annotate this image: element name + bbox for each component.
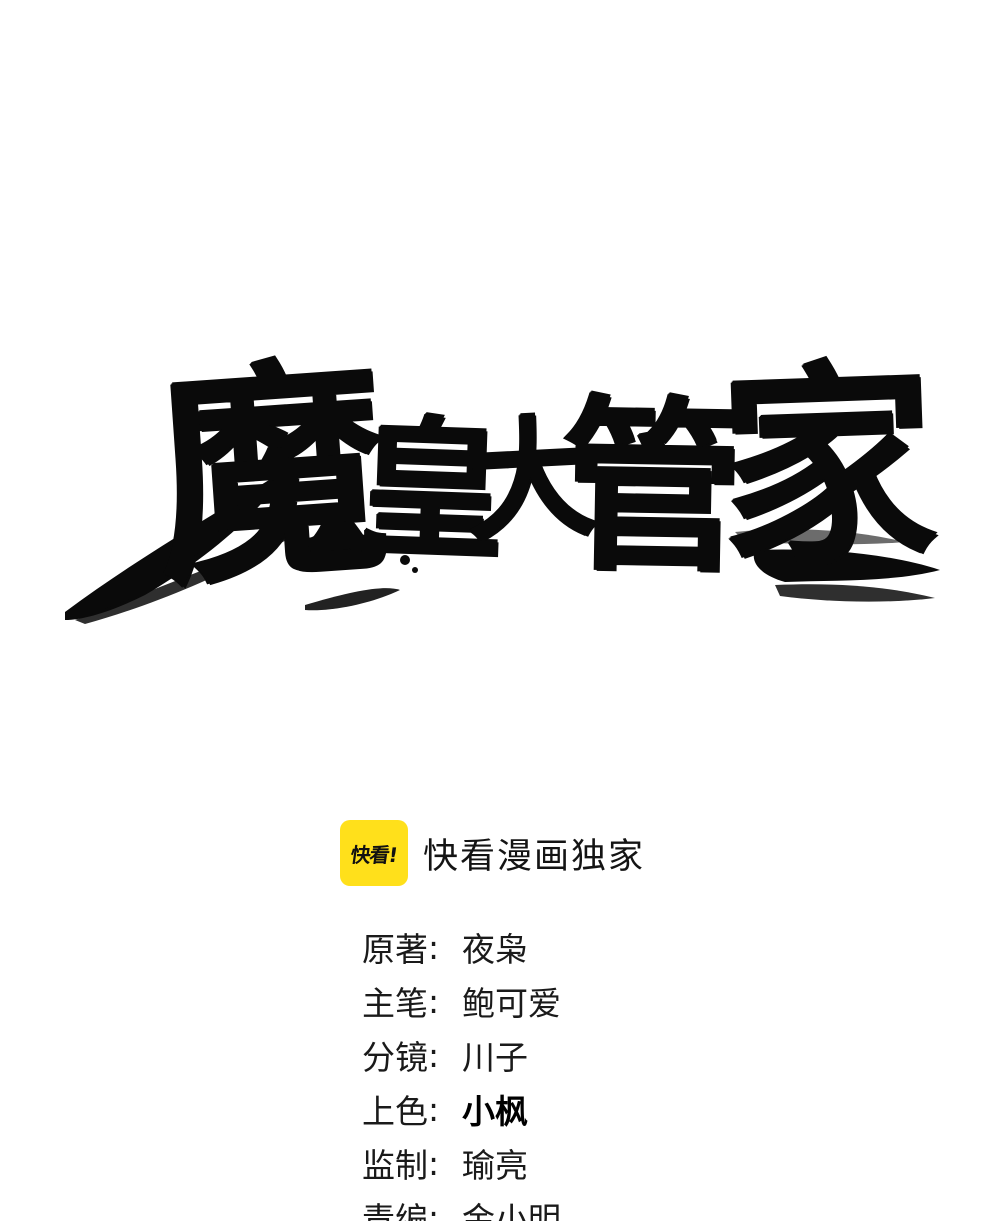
ink-dot xyxy=(712,562,718,568)
brush-sweep-left-thin xyxy=(75,535,295,624)
credit-role: 主笔 xyxy=(362,984,428,1023)
credit-name: 瑜亮 xyxy=(462,1146,528,1185)
brush-sweep-right-thin-2 xyxy=(735,529,905,545)
brush-sweep-middle xyxy=(305,588,400,611)
credit-role: 分镜 xyxy=(362,1038,428,1077)
ink-dot xyxy=(400,555,410,565)
brush-sweep-right-thin-1 xyxy=(775,584,935,602)
credit-role: 原著 xyxy=(362,930,428,969)
credit-role: 监制 xyxy=(362,1146,428,1185)
credit-name: 鲍可爱 xyxy=(462,984,561,1023)
credit-row: 原著: 夜枭 xyxy=(362,920,561,974)
credits-list: 原著: 夜枭 主笔: 鲍可爱 分镜: 川子 上色: 小枫 监制: 瑜亮 责编: 金小明 xyxy=(362,920,561,1221)
credit-name: 夜枭 xyxy=(462,930,528,969)
brush-strokes xyxy=(65,426,940,624)
credit-separator: : xyxy=(428,1143,440,1183)
credit-role: 责编 xyxy=(362,1200,428,1221)
credit-name: 小枫 xyxy=(462,1092,528,1131)
comic-title: 魔 皇 大 管 家 xyxy=(55,320,945,650)
credit-name: 川子 xyxy=(462,1038,528,1077)
title-characters: 魔 皇 大 管 家 xyxy=(55,320,945,650)
ink-dot xyxy=(181,426,189,434)
exclusive-line: 快看! 快看漫画独家 xyxy=(340,820,645,886)
credit-row: 责编: 金小明 xyxy=(362,1190,561,1221)
credit-separator: : xyxy=(428,981,440,1021)
credit-row: 上色: 小枫 xyxy=(362,1082,561,1136)
brush-sweep-left xyxy=(65,470,285,620)
credit-row: 监制: 瑜亮 xyxy=(362,1136,561,1190)
ink-dot xyxy=(412,567,418,573)
credit-separator: : xyxy=(428,1089,440,1129)
credit-name: 金小明 xyxy=(462,1200,561,1221)
credit-separator: : xyxy=(428,927,440,967)
credit-role: 上色 xyxy=(362,1092,428,1131)
credit-separator: : xyxy=(428,1035,440,1075)
credit-separator: : xyxy=(428,1197,440,1221)
brush-sweep-right xyxy=(753,549,940,582)
kuaikan-logo-text: 快看! xyxy=(349,842,399,867)
credit-row: 主笔: 鲍可爱 xyxy=(362,974,561,1028)
credit-row: 分镜: 川子 xyxy=(362,1028,561,1082)
title-char-5: 家 xyxy=(715,337,940,598)
kuaikan-logo: 快看! xyxy=(340,820,408,886)
exclusive-label: 快看漫画独家 xyxy=(423,836,646,877)
